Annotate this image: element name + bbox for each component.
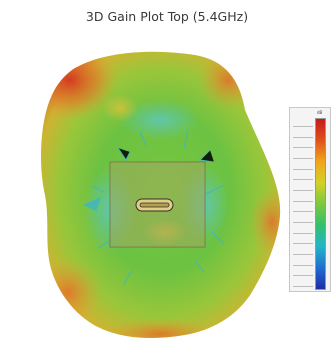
high-gain-lobe-bottom-left: [40, 258, 102, 326]
legend-tick: [293, 238, 313, 245]
legend-tick: [293, 281, 313, 287]
legend-tick: [293, 217, 313, 223]
yellow-region-top: [102, 94, 138, 122]
legend-tick-labels: [293, 121, 313, 287]
color-legend: dB: [289, 107, 331, 292]
high-gain-lobe-bottom: [100, 318, 220, 338]
legend-tick: [293, 132, 313, 138]
chart-title: 3D Gain Plot Top (5.4GHz): [85, 9, 249, 24]
legend-tick: [293, 270, 313, 277]
legend-color-bar: [315, 118, 326, 290]
legend-tick: [293, 206, 313, 213]
legend-tick: [293, 228, 313, 234]
legend-tick: [293, 249, 313, 255]
legend-tick: [293, 142, 313, 149]
high-gain-lobe-top-right: [198, 51, 258, 110]
cyan-region-top: [120, 100, 200, 140]
legend-tick: [293, 174, 313, 181]
legend-tick: [293, 164, 313, 170]
antenna-element: [135, 198, 174, 212]
legend-tick: [293, 260, 313, 266]
artifact-streaks: [82, 129, 225, 285]
legend-unit: dB: [317, 110, 323, 115]
legend-tick: [293, 185, 313, 191]
high-gain-lobe-right: [250, 188, 281, 256]
yellow-region-center: [143, 218, 187, 246]
pcb-board: [109, 161, 206, 248]
legend-tick: [293, 153, 313, 159]
legend-tick: [293, 121, 313, 127]
radiation-pattern-surface: [40, 51, 281, 338]
legend-tick: [293, 196, 313, 202]
